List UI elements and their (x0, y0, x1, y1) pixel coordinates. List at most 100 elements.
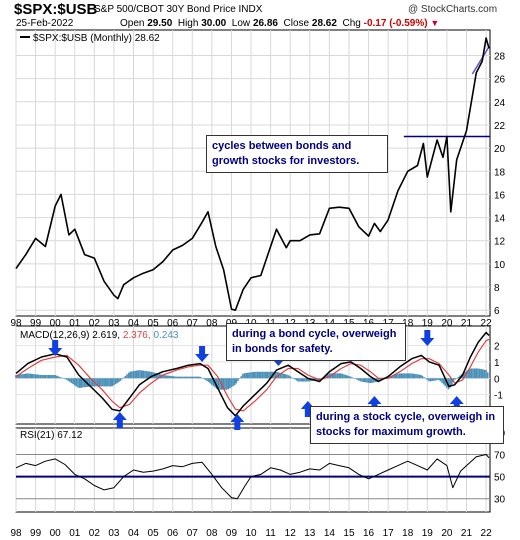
macd-histogram-bar (78, 378, 81, 388)
macd-histogram-bar (451, 378, 453, 385)
macd-histogram-bar (361, 378, 363, 382)
x-tick-bottom-08: 08 (206, 528, 218, 539)
macd-histogram-bar (331, 373, 334, 379)
x-tick-top-01: 01 (69, 318, 81, 329)
macd-histogram-bar (250, 372, 252, 379)
macd-histogram-bar (242, 373, 244, 379)
macd-histogram-bar (175, 376, 177, 379)
macd-histogram-bar (413, 373, 416, 379)
macd-histogram-bar (82, 378, 84, 388)
macd-histogram-bar (183, 376, 185, 379)
price-y-tick: 14 (494, 214, 506, 225)
cycle-arrow-up-icon (230, 414, 245, 430)
macd-histogram-bar (211, 378, 213, 385)
macd-histogram-bar (206, 378, 208, 381)
macd-histogram-bar (371, 378, 373, 383)
macd-histogram-bar (419, 374, 422, 379)
cycle-arrow-up-icon (300, 401, 315, 417)
macd-histogram-bar (483, 369, 486, 379)
macd-histogram-bar (87, 378, 89, 387)
x-tick-bottom-07: 07 (187, 528, 199, 539)
macd-histogram-bar (397, 373, 399, 379)
macd-histogram-bar (441, 378, 443, 383)
macd-histogram-bar (222, 378, 225, 390)
macd-histogram-bar (219, 378, 221, 390)
macd-histogram-bar (51, 375, 53, 379)
macd-histogram-bar (127, 372, 130, 379)
macd-histogram-bar (101, 378, 104, 387)
macd-histogram-bar (421, 375, 424, 379)
macd-histogram-bar (284, 374, 287, 379)
macd-histogram-bar (473, 368, 476, 379)
macd-histogram-bar (230, 378, 233, 388)
macd-histogram-bar (155, 373, 158, 379)
x-tick-top-00: 00 (50, 318, 62, 329)
macd-histogram-bar (191, 376, 194, 379)
macd-histogram-bar (217, 378, 220, 390)
macd-histogram-bar (433, 378, 435, 381)
macd-histogram-bar (336, 373, 339, 379)
price-y-tick: 8 (494, 283, 500, 294)
price-y-tick: 20 (494, 144, 506, 155)
x-tick-bottom-20: 20 (441, 528, 453, 539)
macd-histogram-bar (204, 378, 207, 380)
x-tick-bottom-01: 01 (69, 528, 81, 539)
macd-histogram-bar (181, 376, 184, 379)
macd-histogram-bar (196, 376, 198, 379)
macd-histogram-bar (333, 373, 336, 379)
price-y-tick: 24 (494, 98, 506, 109)
macd-histogram-bar (255, 371, 257, 379)
macd-histogram-bar (215, 378, 218, 389)
macd-histogram-bar (23, 373, 25, 379)
macd-histogram-bar (309, 378, 311, 382)
macd-histogram-bar (39, 374, 42, 379)
macd-histogram-bar (16, 374, 19, 379)
x-tick-bottom-09: 09 (226, 528, 238, 539)
macd-histogram-bar (209, 378, 212, 384)
x-tick-top-98: 98 (10, 318, 22, 329)
price-y-tick: 10 (494, 260, 506, 271)
macd-histogram-bar (452, 378, 455, 383)
macd-histogram-bar (431, 378, 434, 382)
macd-histogram-bar (307, 378, 309, 382)
macd-histogram-bar (171, 376, 174, 379)
macd-histogram-bar (38, 374, 40, 379)
macd-histogram-bar (256, 371, 259, 379)
macd-histogram-bar (75, 378, 78, 387)
macd-histogram-bar (297, 378, 300, 382)
macd-histogram-bar (232, 378, 234, 387)
price-y-tick: 28 (494, 51, 506, 62)
macd-histogram-bar (340, 373, 342, 379)
macd-histogram-bar (62, 378, 65, 379)
x-tick-top-22: 22 (481, 318, 493, 329)
macd-histogram-bar (410, 373, 412, 379)
macd-histogram-bar (305, 378, 308, 382)
macd-histogram-bar (447, 378, 450, 390)
macd-histogram-bar (124, 375, 127, 379)
macd-histogram-bar (364, 378, 367, 383)
chg-label: Chg (342, 18, 361, 29)
macd-histogram-bar (31, 373, 34, 379)
chart-description: S&P 500/CBOT 30Y Bond Price INDX (94, 4, 263, 15)
macd-histogram-bar (367, 378, 370, 383)
macd-histogram-bar (212, 378, 215, 387)
macd-histogram-bar (180, 376, 182, 379)
macd-histogram-bar (113, 378, 115, 386)
macd-histogram-bar (279, 372, 282, 379)
cycle-arrow-down-icon (195, 346, 210, 362)
macd-histogram-bar (36, 374, 39, 379)
close-value: 28.62 (311, 18, 337, 29)
macd-histogram-bar (116, 378, 118, 384)
macd-histogram-bar (73, 378, 76, 386)
x-tick-top-02: 02 (89, 318, 101, 329)
macd-histogram-bar (372, 378, 375, 383)
macd-histogram-bar (351, 377, 354, 379)
macd-histogram-bar (100, 378, 102, 387)
macd-histogram-bar (442, 378, 445, 385)
macd-histogram-bar (126, 374, 128, 379)
macd-histogram-bar (366, 378, 368, 383)
brand-watermark: @ StockCharts.com (408, 4, 498, 15)
x-tick-bottom-00: 00 (50, 528, 62, 539)
macd-histogram-bar (480, 369, 482, 379)
open-value: 29.50 (147, 18, 173, 29)
